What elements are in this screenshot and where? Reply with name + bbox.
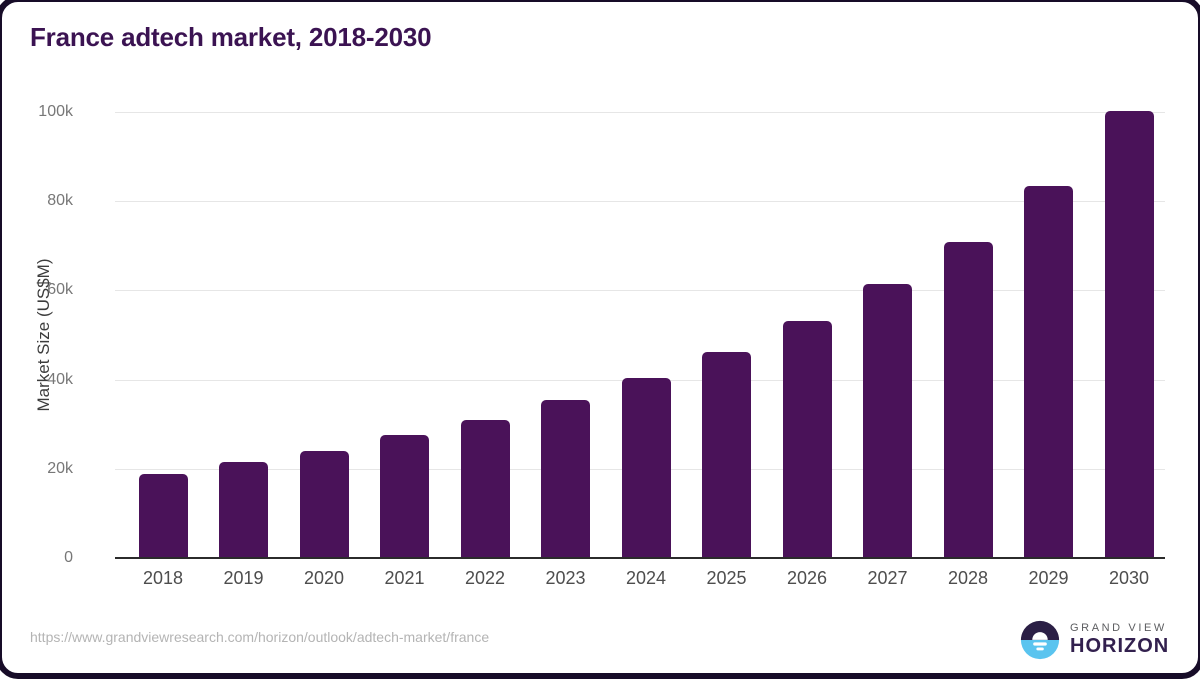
bar-2019 — [219, 461, 268, 558]
x-tick-label-2024: 2024 — [625, 568, 667, 588]
bar-2018 — [138, 474, 188, 558]
y-tick-label-80k: 80k — [47, 192, 73, 210]
horizon-sun-logo-icon — [1020, 620, 1060, 660]
x-tick-label-2026: 2026 — [786, 568, 828, 588]
bar-2026 — [782, 320, 832, 558]
plot-area: 0 20k 40k 60k 80k 100k 2018 2019 2020 2021 2022 202… — [38, 103, 1165, 588]
x-tick-label-2027: 2027 — [867, 568, 908, 588]
x-tick-label-2018: 2018 — [142, 568, 184, 588]
gridline-60k — [115, 290, 1165, 292]
brand-logo-text: GRAND VIEW HORIZON — [1070, 622, 1169, 658]
x-tick-label-2029: 2029 — [1028, 568, 1069, 588]
x-tick-label-2019: 2019 — [223, 568, 264, 588]
bar-2028 — [943, 241, 993, 558]
brand-name-bottom: HORIZON — [1070, 635, 1170, 657]
y-tick-label-0: 0 — [64, 549, 73, 566]
bar-2021 — [380, 435, 429, 558]
bar-2022 — [460, 419, 510, 558]
x-axis-line — [115, 557, 1165, 559]
x-tick-label-2021: 2021 — [384, 568, 425, 588]
bar-2020 — [299, 451, 349, 558]
y-tick-label-100k: 100k — [38, 103, 73, 120]
gridline-100k — [115, 112, 1165, 113]
y-tick-label-60k: 60k — [47, 281, 73, 299]
source-url: https://www.grandviewresearch.com/horizo… — [30, 629, 490, 645]
y-tick-label-40k: 40k — [47, 370, 73, 388]
x-tick-label-2023: 2023 — [545, 568, 586, 588]
brand-name-top: GRAND VIEW — [1070, 622, 1167, 634]
bar-2029 — [1024, 186, 1073, 558]
gridline-80k — [115, 201, 1165, 203]
x-tick-label-2020: 2020 — [303, 568, 345, 588]
bar-2024 — [621, 377, 671, 558]
chart-title: France adtech market, 2018-2030 — [30, 22, 432, 52]
bar-2025 — [702, 351, 751, 558]
x-tick-label-2022: 2022 — [464, 568, 506, 588]
bar-2027 — [863, 284, 912, 558]
x-tick-label-2030: 2030 — [1108, 568, 1150, 588]
x-tick-label-2025: 2025 — [706, 568, 747, 588]
brand-logo: GRAND VIEW HORIZON — [1020, 620, 1169, 660]
y-tick-label-20k: 20k — [47, 459, 73, 477]
x-tick-label-2028: 2028 — [947, 568, 989, 588]
bar-2023 — [541, 400, 590, 558]
bar-2030 — [1104, 110, 1154, 558]
